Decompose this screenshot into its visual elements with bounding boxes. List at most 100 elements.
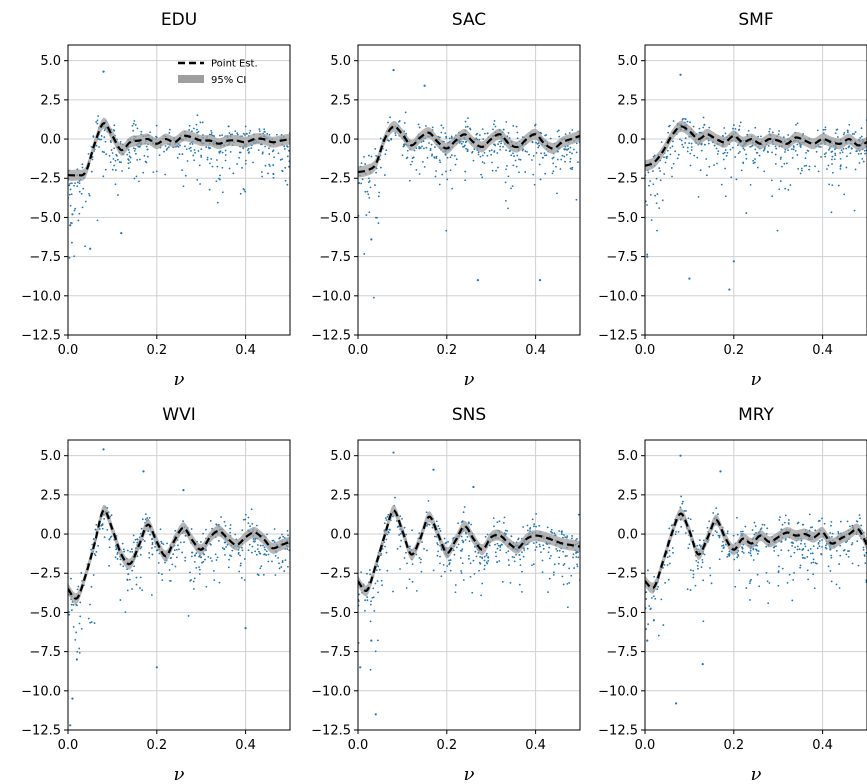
scatter-outlier: [688, 277, 691, 280]
scatter-point: [775, 545, 777, 547]
scatter-point: [828, 183, 831, 186]
scatter-point: [396, 547, 399, 550]
scatter-point: [538, 163, 541, 166]
scatter-point: [692, 576, 695, 579]
scatter-point: [243, 558, 246, 560]
scatter-point: [461, 562, 464, 565]
scatter-point: [221, 151, 224, 154]
scatter-point: [544, 172, 547, 175]
scatter-point: [367, 193, 370, 196]
scatter-point: [454, 584, 457, 586]
scatter-point: [558, 530, 561, 532]
scatter-point: [575, 556, 578, 558]
scatter-point: [72, 603, 75, 606]
scatter-point: [411, 160, 414, 163]
scatter-point: [167, 146, 170, 149]
scatter-point: [449, 569, 452, 572]
scatter-point: [459, 557, 462, 559]
scatter-point: [111, 168, 114, 171]
scatter-point: [435, 155, 438, 158]
scatter-point: [842, 147, 845, 150]
scatter-point: [242, 132, 245, 135]
scatter-point: [469, 128, 472, 131]
scatter-point: [476, 132, 479, 135]
scatter-point: [805, 164, 808, 167]
scatter-point: [177, 544, 179, 547]
scatter-point: [119, 141, 122, 143]
scatter-point: [361, 178, 364, 181]
scatter-point: [435, 157, 438, 160]
scatter-point: [749, 549, 752, 552]
scatter-point: [440, 575, 443, 578]
y-tick-label: −10.0: [598, 684, 638, 699]
scatter-point: [464, 539, 467, 541]
scatter-point: [757, 135, 760, 138]
scatter-point: [80, 627, 83, 630]
scatter-point: [406, 149, 409, 152]
scatter-point: [481, 557, 484, 560]
scatter-point: [110, 535, 113, 538]
scatter-point: [84, 245, 87, 248]
scatter-point: [575, 142, 578, 145]
scatter-point: [186, 160, 189, 162]
scatter-point: [116, 551, 119, 554]
scatter-point: [469, 575, 472, 578]
scatter-point: [535, 525, 537, 528]
scatter-point: [399, 515, 402, 518]
scatter-point: [91, 158, 94, 161]
scatter-point: [805, 151, 807, 154]
scatter-point: [466, 125, 469, 128]
scatter-point: [438, 159, 441, 162]
scatter-point: [483, 564, 486, 567]
scatter-point: [670, 524, 673, 527]
scatter-outlier: [120, 232, 123, 235]
scatter-point: [284, 559, 287, 562]
plot-frame: [644, 439, 867, 731]
scatter-point: [849, 152, 852, 155]
scatter-point: [831, 150, 834, 153]
scatter-point: [496, 542, 499, 545]
scatter-point: [98, 146, 100, 148]
scatter-point: [470, 523, 472, 526]
scatter-point: [491, 161, 493, 164]
scatter-point: [496, 547, 499, 550]
scatter-point: [658, 167, 661, 170]
scatter-point: [653, 575, 656, 578]
x-tick-label: 0.0: [635, 343, 656, 358]
scatter-point: [385, 149, 388, 152]
scatter-point: [269, 165, 271, 167]
scatter-point: [169, 580, 172, 582]
scatter-point: [261, 151, 264, 154]
scatter-point: [732, 146, 734, 149]
scatter-point: [718, 536, 721, 539]
scatter-point: [812, 561, 815, 564]
scatter-point: [279, 158, 282, 161]
scatter-point: [750, 145, 753, 148]
scatter-point: [239, 562, 242, 565]
scatter-outlier: [370, 639, 373, 642]
scatter-point: [454, 591, 457, 594]
scatter-point: [255, 553, 258, 556]
scatter-point: [728, 552, 731, 555]
scatter-point: [683, 509, 686, 512]
scatter-point: [417, 123, 420, 126]
y-tick-label: 5.0: [617, 54, 638, 69]
scatter-point: [126, 589, 129, 592]
scatter-point: [371, 596, 374, 599]
scatter-point: [483, 132, 486, 135]
scatter-point: [737, 553, 739, 556]
scatter-point: [443, 537, 446, 540]
scatter-point: [168, 569, 171, 571]
scatter-point: [863, 554, 866, 556]
scatter-point: [221, 134, 224, 137]
scatter-point: [479, 155, 482, 158]
y-tick-label: −5.0: [319, 606, 351, 621]
scatter-point: [200, 148, 203, 151]
scatter-point: [264, 145, 266, 148]
scatter-point: [460, 572, 463, 574]
scatter-point: [741, 547, 744, 550]
scatter-point: [777, 133, 780, 136]
scatter-point: [75, 631, 78, 634]
scatter-point: [406, 562, 408, 565]
scatter-point: [559, 168, 562, 170]
